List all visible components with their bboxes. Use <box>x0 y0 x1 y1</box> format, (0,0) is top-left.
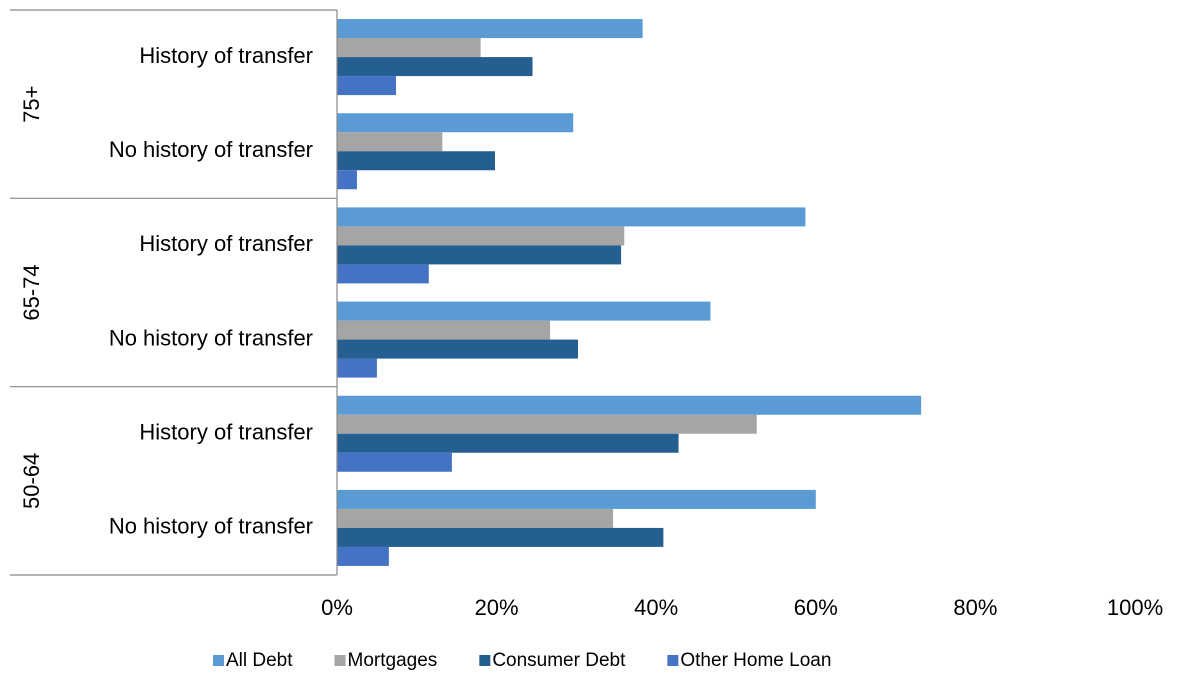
x-tick-label: 40% <box>634 595 678 620</box>
bar <box>337 489 816 509</box>
legend-label: Consumer Debt <box>492 650 626 671</box>
bar <box>337 320 551 340</box>
bar <box>337 19 643 39</box>
bar <box>337 433 679 453</box>
bar <box>337 245 622 265</box>
bar <box>337 508 614 528</box>
legend-label: Mortgages <box>348 650 438 671</box>
bar <box>337 76 397 96</box>
category-label: No history of transfer <box>109 514 313 539</box>
legend-swatch <box>213 655 224 666</box>
x-tick-label: 80% <box>953 595 997 620</box>
legend-swatch <box>334 655 346 666</box>
bar <box>337 170 357 190</box>
x-tick-label: 60% <box>794 595 838 620</box>
group-label: 50-64 <box>19 453 44 509</box>
category-label: History of transfer <box>139 231 313 256</box>
legend-label: All Debt <box>226 650 293 671</box>
legend-label: Other Home Loan <box>680 650 831 671</box>
bar <box>337 546 389 566</box>
group-label: 75+ <box>19 86 44 123</box>
bar <box>337 301 711 321</box>
bar <box>337 113 574 133</box>
bar <box>337 38 481 58</box>
category-label: No history of transfer <box>109 137 313 162</box>
bar <box>337 226 625 246</box>
bar <box>337 57 533 77</box>
category-label: History of transfer <box>139 420 313 445</box>
bar <box>337 414 757 434</box>
bar <box>337 452 452 472</box>
x-tick-label: 100% <box>1107 595 1163 620</box>
bar <box>337 151 496 171</box>
bar <box>337 527 664 547</box>
bar <box>337 264 429 284</box>
bar <box>337 339 578 359</box>
group-label: 65-74 <box>19 264 44 320</box>
x-tick-label: 0% <box>321 595 353 620</box>
x-tick-label: 20% <box>475 595 519 620</box>
bar <box>337 358 377 378</box>
bar <box>337 395 922 415</box>
legend-swatch <box>479 655 491 666</box>
bar <box>337 207 806 227</box>
category-label: No history of transfer <box>109 325 313 350</box>
bar <box>337 132 443 152</box>
category-label: History of transfer <box>139 43 313 68</box>
legend-swatch <box>667 655 679 666</box>
